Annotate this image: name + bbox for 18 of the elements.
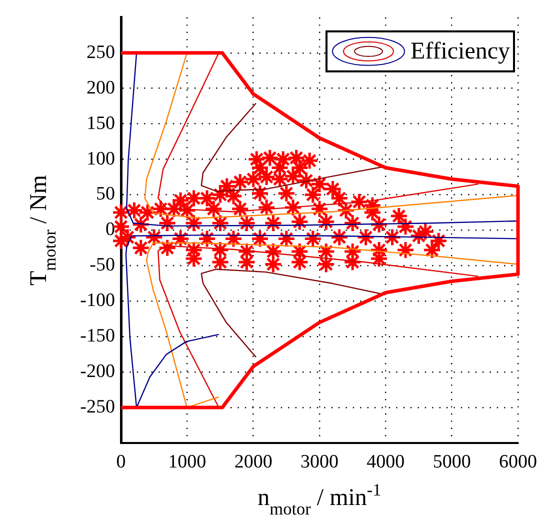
x-tick-label: 6000 bbox=[499, 451, 537, 472]
y-tick-label: 150 bbox=[86, 112, 115, 134]
y-axis-title: Tmotor / Nm bbox=[26, 174, 60, 286]
x-tick-label: 5000 bbox=[432, 451, 471, 472]
y-tick-label: -50 bbox=[90, 254, 115, 276]
x-tick-label: 3000 bbox=[300, 451, 338, 472]
y-tick-label: 200 bbox=[86, 77, 115, 98]
y-tick-label: -100 bbox=[80, 290, 115, 312]
x-tick-label: 1000 bbox=[168, 451, 206, 472]
y-tick-label: -150 bbox=[80, 326, 115, 347]
x-tick-label: 2000 bbox=[234, 451, 272, 472]
y-tick-label: 50 bbox=[96, 184, 115, 205]
x-tick-label: 4000 bbox=[366, 451, 405, 472]
y-tick-label: -200 bbox=[80, 361, 115, 382]
y-tick-label: 250 bbox=[86, 42, 115, 63]
y-tick-label: -250 bbox=[80, 396, 115, 418]
y-tick-label: 100 bbox=[86, 148, 115, 170]
legend-label: Efficiency bbox=[410, 38, 510, 65]
